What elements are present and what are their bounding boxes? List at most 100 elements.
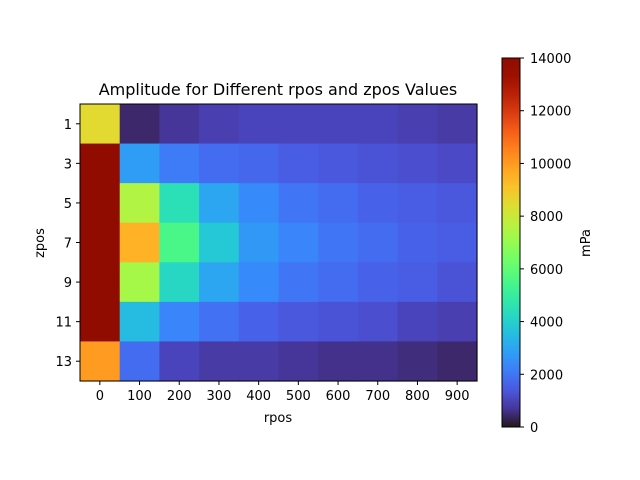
colorbar-tick-label: 4000 <box>530 316 563 331</box>
y-tick-label: 5 <box>64 197 72 212</box>
heatmap-cell <box>397 301 438 343</box>
x-tick-label: 800 <box>405 389 430 404</box>
heatmap-cell <box>318 222 359 263</box>
heatmap-cell <box>437 104 478 145</box>
y-axis-label: zpos <box>33 228 48 258</box>
x-axis-ticks: 0 100 200 300 400 500 600 700 800 900 <box>96 381 470 404</box>
heatmap-cell <box>318 143 359 184</box>
heatmap-cell <box>119 183 160 224</box>
heatmap-cell <box>357 183 399 224</box>
heatmap-cell <box>278 143 319 184</box>
colorbar-tick-label: 14000 <box>530 52 571 67</box>
colorbar-tick-label: 8000 <box>530 210 563 225</box>
x-tick-label: 200 <box>167 389 192 404</box>
heatmap-cell <box>318 104 359 145</box>
heatmap-cell <box>357 143 399 184</box>
heatmap-cell <box>437 262 478 303</box>
heatmap-cell <box>80 301 121 343</box>
x-axis-label: rpos <box>264 411 293 426</box>
heatmap-cell <box>278 301 319 343</box>
x-tick-label: 500 <box>286 389 311 404</box>
heatmap-cell <box>278 104 319 145</box>
colorbar-tick-label: 0 <box>530 421 538 436</box>
colorbar <box>501 57 521 428</box>
y-tick-label: 3 <box>64 157 72 172</box>
heatmap-cell <box>159 262 200 303</box>
heatmap-cell <box>318 262 359 303</box>
heatmap-cell <box>397 341 438 382</box>
heatmap-cell <box>159 341 200 382</box>
heatmap-cell <box>80 183 121 224</box>
heatmap-cell <box>119 143 160 184</box>
heatmap-cell <box>357 301 399 343</box>
heatmap-cell <box>397 143 438 184</box>
x-tick-label: 400 <box>246 389 271 404</box>
heatmap-cell <box>238 183 280 224</box>
y-tick-label: 1 <box>64 118 72 133</box>
heatmap-cell <box>199 301 240 343</box>
heatmap-cell <box>238 262 280 303</box>
heatmap-cell <box>238 143 280 184</box>
heatmap-cell <box>159 143 200 184</box>
heatmap-cell <box>397 262 438 303</box>
heatmap-cell <box>80 341 121 382</box>
heatmap-cell <box>119 341 160 382</box>
heatmap-cell <box>437 222 478 263</box>
x-tick-label: 100 <box>127 389 152 404</box>
colorbar-tick-label: 12000 <box>530 105 571 120</box>
heatmap-cell <box>159 301 200 343</box>
colorbar-tick-label: 10000 <box>530 157 571 172</box>
heatmap-cell <box>238 341 280 382</box>
x-tick-label: 900 <box>445 389 470 404</box>
heatmap-cell <box>199 183 240 224</box>
heatmap-cell <box>199 222 240 263</box>
heatmap-cell <box>199 262 240 303</box>
heatmap-cell <box>318 183 359 224</box>
heatmap-cell <box>80 222 121 263</box>
heatmap-cell <box>199 143 240 184</box>
heatmap-cell <box>397 104 438 145</box>
y-tick-label: 9 <box>64 276 72 291</box>
heatmap-cell <box>318 301 359 343</box>
heatmap-cell <box>397 183 438 224</box>
heatmap-cell <box>159 222 200 263</box>
colorbar-tick-label: 2000 <box>530 368 563 383</box>
x-tick-label: 0 <box>96 389 104 404</box>
heatmap-cell <box>437 341 478 382</box>
colorbar-tick-label: 6000 <box>530 263 563 278</box>
heatmap-cell <box>159 183 200 224</box>
heatmap-cell <box>437 143 478 184</box>
x-tick-label: 600 <box>326 389 351 404</box>
heatmap-cell <box>318 341 359 382</box>
x-tick-label: 700 <box>365 389 390 404</box>
colorbar-label: mPa <box>579 229 594 257</box>
x-tick-label: 300 <box>207 389 232 404</box>
heatmap-cell <box>119 262 160 303</box>
heatmap-cell <box>437 183 478 224</box>
y-tick-label: 11 <box>55 316 72 331</box>
heatmap-cell <box>238 104 280 145</box>
y-tick-label: 7 <box>64 237 72 252</box>
heatmap-cell <box>357 262 399 303</box>
heatmap-cell <box>437 301 478 343</box>
heatmap-cell <box>238 222 280 263</box>
heatmap-cell <box>159 104 200 145</box>
heatmap-cell <box>278 222 319 263</box>
y-tick-label: 13 <box>55 355 72 370</box>
heatmap-cell <box>357 222 399 263</box>
heatmap-cell <box>119 104 160 145</box>
colorbar-ticks: 0 2000 4000 6000 8000 10000 12000 14000 <box>520 52 571 436</box>
heatmap-cell <box>199 341 240 382</box>
heatmap-cell <box>80 143 121 184</box>
heatmap-cell <box>119 222 160 263</box>
chart-title: Amplitude for Different rpos and zpos Va… <box>99 80 458 99</box>
heatmap-cell <box>357 341 399 382</box>
heatmap-cell <box>397 222 438 263</box>
heatmap-cell <box>119 301 160 343</box>
heatmap-cell <box>278 262 319 303</box>
heatmap-cells <box>80 104 478 382</box>
heatmap-cell <box>80 262 121 303</box>
heatmap-cell <box>238 301 280 343</box>
